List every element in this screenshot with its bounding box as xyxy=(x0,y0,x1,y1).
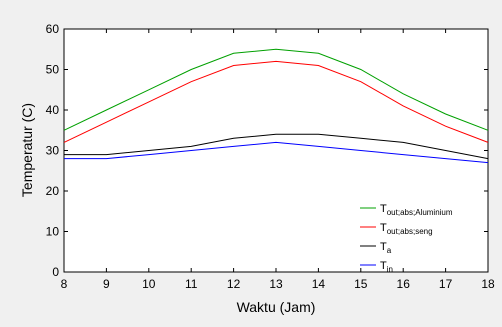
legend-label: Tout;abs;Aluminium xyxy=(380,203,453,217)
y-tick-label: 30 xyxy=(46,144,60,158)
x-axis-title: Waktu (Jam) xyxy=(237,299,316,315)
plot-area xyxy=(63,28,489,273)
legend-label: Tout;abs;seng xyxy=(380,222,433,236)
legend: Tout;abs;Aluminium Tout;abs;seng Ta Tin xyxy=(360,203,453,274)
series-line xyxy=(63,48,489,131)
axis-ticks: 8 9 10 11 12 13 14 15 16 17 18 0 10 20 30 40 50 60 xyxy=(46,22,495,291)
x-tick-label: 15 xyxy=(354,277,368,291)
series-lines xyxy=(63,48,489,164)
x-tick-label: 18 xyxy=(481,277,495,291)
y-tick-label: 50 xyxy=(46,63,60,77)
x-tick-label: 14 xyxy=(312,277,326,291)
x-tick-label: 12 xyxy=(227,277,241,291)
y-tick-label: 10 xyxy=(46,225,60,239)
series-line xyxy=(63,60,489,143)
y-axis-title: Temperatur (C) xyxy=(19,103,35,197)
x-tick-label: 9 xyxy=(103,277,110,291)
x-tick-label: 16 xyxy=(397,277,411,291)
x-tick-label: 13 xyxy=(269,277,283,291)
legend-label: Tin xyxy=(380,260,393,274)
series-line xyxy=(64,141,489,164)
y-tick-label: 40 xyxy=(46,103,60,117)
y-tick-label: 0 xyxy=(52,265,59,279)
y-tick-label: 20 xyxy=(46,184,60,198)
x-tick-label: 10 xyxy=(142,277,156,291)
x-tick-label: 17 xyxy=(439,277,453,291)
x-tick-label: 8 xyxy=(61,277,68,291)
legend-label: Ta xyxy=(380,241,392,255)
x-tick-label: 11 xyxy=(185,277,198,291)
y-tick-label: 60 xyxy=(46,22,60,36)
series-line xyxy=(64,133,489,160)
